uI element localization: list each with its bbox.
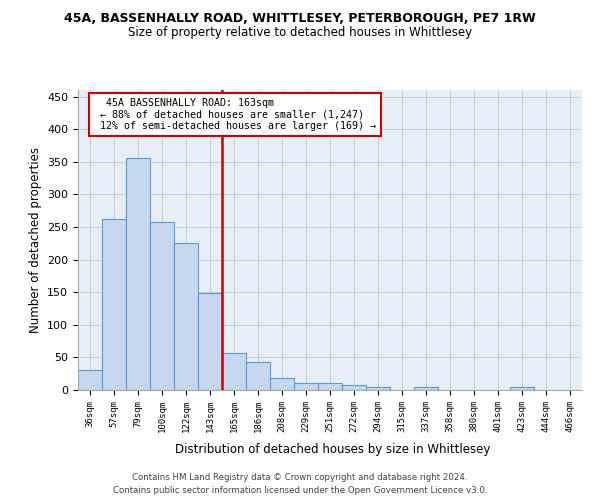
Bar <box>102 219 126 390</box>
Text: 45A BASSENHALLY ROAD: 163sqm
 ← 88% of detached houses are smaller (1,247)
 12% : 45A BASSENHALLY ROAD: 163sqm ← 88% of de… <box>94 98 376 131</box>
Bar <box>222 354 246 390</box>
Text: Size of property relative to detached houses in Whittlesey: Size of property relative to detached ho… <box>128 26 472 39</box>
Bar <box>366 386 390 390</box>
Bar <box>174 244 198 390</box>
Text: 45A, BASSENHALLY ROAD, WHITTLESEY, PETERBOROUGH, PE7 1RW: 45A, BASSENHALLY ROAD, WHITTLESEY, PETER… <box>64 12 536 26</box>
Bar <box>78 370 102 390</box>
Bar <box>318 384 342 390</box>
Bar <box>414 388 438 390</box>
Y-axis label: Number of detached properties: Number of detached properties <box>29 147 41 333</box>
Bar <box>270 378 294 390</box>
Bar <box>126 158 150 390</box>
Text: Contains HM Land Registry data © Crown copyright and database right 2024.: Contains HM Land Registry data © Crown c… <box>132 472 468 482</box>
Bar <box>198 294 222 390</box>
Bar <box>294 383 318 390</box>
Bar <box>246 362 270 390</box>
Bar <box>510 388 534 390</box>
Bar <box>342 386 366 390</box>
Bar <box>150 222 174 390</box>
Text: Distribution of detached houses by size in Whittlesey: Distribution of detached houses by size … <box>175 442 491 456</box>
Text: Contains public sector information licensed under the Open Government Licence v3: Contains public sector information licen… <box>113 486 487 495</box>
